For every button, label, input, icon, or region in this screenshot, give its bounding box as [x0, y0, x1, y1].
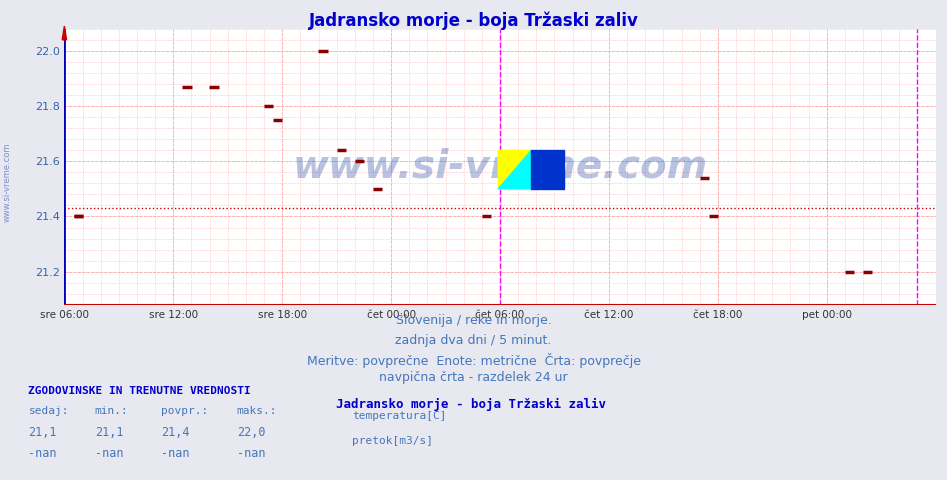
Text: 22,0: 22,0 — [237, 426, 265, 439]
Text: navpična črta - razdelek 24 ur: navpična črta - razdelek 24 ur — [379, 371, 568, 384]
Text: zadnja dva dni / 5 minut.: zadnja dva dni / 5 minut. — [395, 334, 552, 347]
Text: sedaj:: sedaj: — [28, 406, 69, 416]
Text: Jadransko morje - boja Tržaski zaliv: Jadransko morje - boja Tržaski zaliv — [336, 398, 606, 411]
Text: -nan: -nan — [28, 447, 57, 460]
Text: www.si-vreme.com: www.si-vreme.com — [3, 143, 12, 222]
Text: ZGODOVINSKE IN TRENUTNE VREDNOSTI: ZGODOVINSKE IN TRENUTNE VREDNOSTI — [28, 386, 251, 396]
Polygon shape — [498, 150, 531, 189]
Bar — [531, 150, 564, 189]
Text: pretok[m3/s]: pretok[m3/s] — [352, 436, 434, 446]
Polygon shape — [63, 26, 66, 40]
Text: -nan: -nan — [237, 447, 265, 460]
Text: min.:: min.: — [95, 406, 129, 416]
Polygon shape — [498, 150, 531, 189]
Text: -nan: -nan — [95, 447, 123, 460]
Text: temperatura[C]: temperatura[C] — [352, 411, 447, 421]
Text: Meritve: povprečne  Enote: metrične  Črta: povprečje: Meritve: povprečne Enote: metrične Črta:… — [307, 353, 640, 368]
Text: -nan: -nan — [161, 447, 189, 460]
Text: Slovenija / reke in morje.: Slovenija / reke in morje. — [396, 314, 551, 327]
Text: Jadransko morje - boja Tržaski zaliv: Jadransko morje - boja Tržaski zaliv — [309, 12, 638, 31]
Text: www.si-vreme.com: www.si-vreme.com — [293, 148, 707, 186]
Text: 21,1: 21,1 — [28, 426, 57, 439]
Text: 21,4: 21,4 — [161, 426, 189, 439]
Text: maks.:: maks.: — [237, 406, 277, 416]
Text: 21,1: 21,1 — [95, 426, 123, 439]
Text: povpr.:: povpr.: — [161, 406, 208, 416]
